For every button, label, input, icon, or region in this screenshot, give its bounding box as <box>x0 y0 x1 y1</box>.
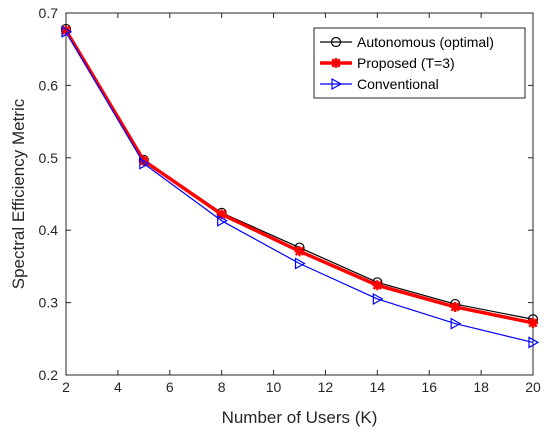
data-point <box>372 292 384 305</box>
y-tick-label: 0.6 <box>39 77 59 93</box>
x-tick-label: 2 <box>62 379 70 395</box>
data-point <box>528 336 540 349</box>
legend-marker <box>330 36 342 48</box>
series-layer <box>60 23 540 349</box>
y-tick-label: 0.4 <box>39 222 59 238</box>
x-tick-label: 12 <box>318 379 334 395</box>
y-axis-title: Spectral Efficiency Metric <box>9 98 28 289</box>
x-tick-label: 10 <box>266 379 282 395</box>
data-point <box>528 317 538 328</box>
data-point <box>294 246 305 257</box>
x-tick-label: 14 <box>370 379 386 395</box>
series-triangle-right <box>61 25 540 349</box>
x-tick-label: 20 <box>525 379 541 395</box>
y-tick-label: 0.3 <box>39 295 59 311</box>
data-point <box>61 25 71 36</box>
x-tick-label: 16 <box>421 379 437 395</box>
data-point <box>216 209 227 220</box>
x-tick-label: 6 <box>166 379 174 395</box>
axis-ticks: 2 4 6 8 10 12 14 16 18 20 0.2 0.3 0.4 0.5 0.6 0.7 <box>39 5 541 395</box>
series-line <box>65 31 534 344</box>
legend-marker <box>331 77 343 91</box>
legend-label: Proposed (T=3) <box>357 55 455 71</box>
x-axis-title: Number of Users (K) <box>222 408 378 427</box>
y-tick-label: 0.7 <box>39 5 59 21</box>
data-point <box>217 214 228 227</box>
data-point <box>61 25 73 38</box>
data-point <box>139 157 151 170</box>
legend-label: Conventional <box>357 76 439 92</box>
data-point <box>450 317 462 330</box>
y-tick-label: 0.5 <box>39 150 59 166</box>
y-tick-label: 0.2 <box>39 367 59 383</box>
data-point <box>294 257 306 270</box>
data-point <box>450 301 461 312</box>
legend-label: Autonomous (optimal) <box>357 34 494 50</box>
x-tick-label: 8 <box>218 379 226 395</box>
legend: Autonomous (optimal) Proposed (T=3) Conven… <box>313 27 526 99</box>
legend-marker <box>331 58 341 68</box>
x-tick-label: 18 <box>473 379 489 395</box>
data-point <box>372 280 383 291</box>
x-tick-label: 4 <box>114 379 122 395</box>
